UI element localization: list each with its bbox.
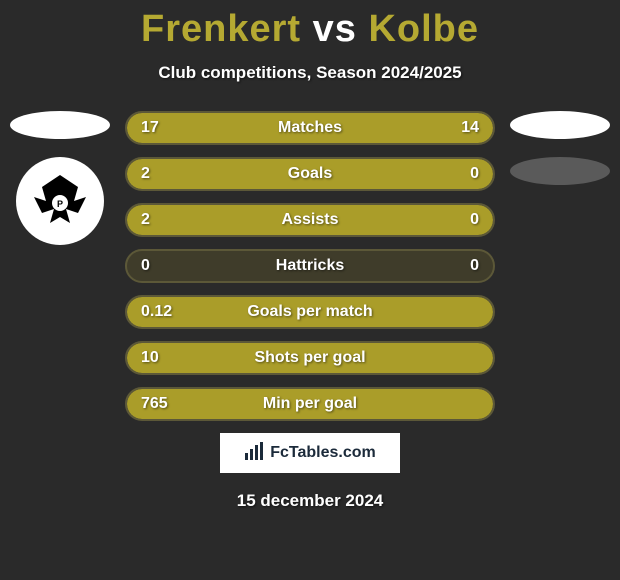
svg-text:P: P [57, 199, 63, 209]
title: Frenkert vs Kolbe [0, 8, 620, 51]
watermark-text: FcTables.com [270, 444, 376, 462]
stat-row: 0 Hattricks 0 [125, 249, 495, 283]
stat-label: Matches [278, 119, 342, 137]
stat-label: Shots per goal [254, 349, 365, 367]
content: P 17Matches142Goals02Assists00Hattricks0… [0, 111, 620, 421]
stat-value-left: 10 [141, 349, 159, 367]
stat-label: Min per goal [263, 395, 357, 413]
player2-name: Kolbe [368, 8, 479, 50]
stat-label: Goals per match [247, 303, 372, 321]
right-column [510, 111, 610, 203]
stat-value-right: 0 [470, 165, 479, 183]
stat-value-right: 14 [461, 119, 479, 137]
subtitle: Club competitions, Season 2024/2025 [0, 63, 620, 83]
stat-value-left: 765 [141, 395, 168, 413]
stat-row: 2 Assists 0 [125, 203, 495, 237]
player1-name: Frenkert [141, 8, 301, 50]
stat-label: Assists [282, 211, 339, 229]
vs-text: vs [313, 8, 357, 50]
stat-row: 765 Min per goal [125, 387, 495, 421]
stat-value-left: 0.12 [141, 303, 172, 321]
stat-row: 17 Matches 14 [125, 111, 495, 145]
stat-value-left: 2 [141, 165, 150, 183]
player2-photo-placeholder [510, 111, 610, 139]
watermark: FcTables.com [220, 433, 400, 473]
stat-value-right: 0 [470, 257, 479, 275]
bar-fill-left [127, 159, 391, 189]
player1-photo-placeholder [10, 111, 110, 139]
header: Frenkert vs Kolbe Club competitions, Sea… [0, 0, 620, 83]
stat-label: Hattricks [276, 257, 344, 275]
stat-row: 0.12 Goals per match [125, 295, 495, 329]
stat-value-left: 0 [141, 257, 150, 275]
player1-club-logo: P [16, 157, 104, 245]
stats-bars: 17 Matches 14 2 Goals 0 2 Assists 0 0 Hattricks 0 0.… [125, 111, 495, 421]
stat-row: 2 Goals 0 [125, 157, 495, 191]
eagle-icon: P [28, 169, 92, 233]
chart-icon [244, 441, 264, 466]
left-column: P [10, 111, 110, 245]
player2-club-placeholder [510, 157, 610, 185]
stat-label: Goals [288, 165, 332, 183]
date: 15 december 2024 [0, 491, 620, 511]
stat-row: 10 Shots per goal [125, 341, 495, 375]
bar-fill-left [127, 205, 391, 235]
stat-value-left: 17 [141, 119, 159, 137]
stat-value-left: 2 [141, 211, 150, 229]
stat-value-right: 0 [470, 211, 479, 229]
